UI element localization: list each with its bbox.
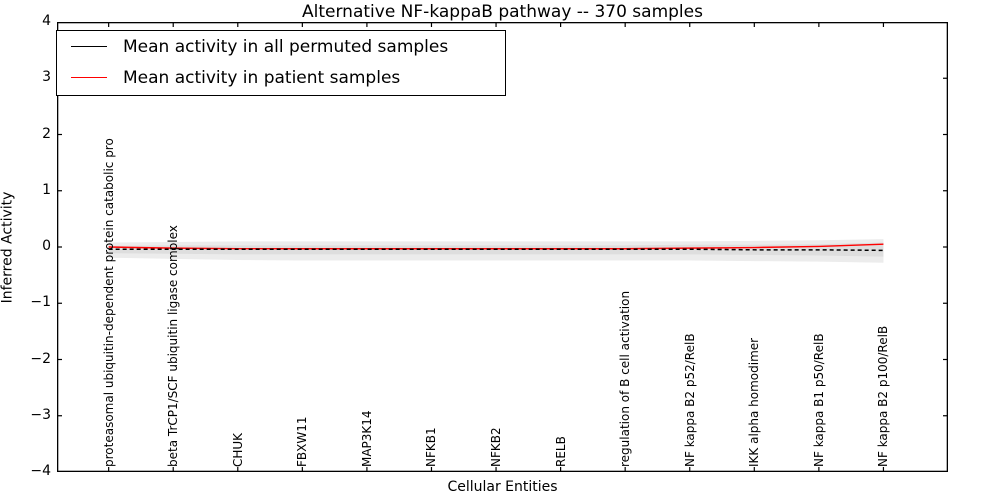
chart-title: Alternative NF-kappaB pathway -- 370 sam… bbox=[302, 2, 703, 22]
y-tick-label: −1 bbox=[30, 294, 51, 311]
legend-label: Mean activity in patient samples bbox=[123, 67, 401, 88]
axes-spines bbox=[57, 22, 948, 472]
x-tick-label: NF kappa B2 p52/RelB bbox=[682, 333, 697, 467]
x-tick-label: FBXW11 bbox=[295, 416, 310, 468]
legend-line-sample bbox=[71, 77, 107, 78]
x-tick-label: NF kappa B1 p50/RelB bbox=[811, 333, 826, 467]
x-tick-label: CHUK bbox=[230, 432, 245, 467]
x-tick-label: IKK alpha homodimer bbox=[747, 337, 762, 467]
x-tick-label: RELB bbox=[553, 436, 568, 467]
y-tick-label: −2 bbox=[30, 350, 51, 367]
x-tick-label: NFKB1 bbox=[424, 427, 439, 467]
y-tick-label: 0 bbox=[42, 238, 51, 254]
y-tick-label: −4 bbox=[30, 463, 51, 479]
legend-item: Mean activity in patient samples bbox=[57, 62, 505, 93]
legend-label: Mean activity in all permuted samples bbox=[123, 36, 449, 57]
x-tick-label: NF kappa B2 p100/RelB bbox=[876, 325, 891, 467]
x-tick-label: NFKB2 bbox=[489, 427, 504, 467]
x-tick-label: regulation of B cell activation bbox=[618, 290, 633, 467]
legend-line-sample bbox=[71, 46, 107, 47]
x-tick-label: beta TrCP1/SCF ubiquitin ligase complex bbox=[166, 225, 181, 467]
x-axis-label: Cellular Entities bbox=[447, 479, 558, 495]
plot-area bbox=[57, 22, 948, 472]
y-tick-label: 2 bbox=[42, 125, 51, 142]
legend-item: Mean activity in all permuted samples bbox=[57, 31, 505, 62]
series-line-0 bbox=[108, 248, 884, 252]
y-tick-label: 3 bbox=[42, 69, 51, 86]
y-tick-label: −3 bbox=[30, 406, 51, 423]
x-tick-label: proteasomal ubiquitin-dependent protein … bbox=[101, 138, 116, 467]
plot-canvas bbox=[57, 22, 948, 472]
y-tick-label: 4 bbox=[42, 13, 51, 29]
legend: Mean activity in all permuted samples Mea… bbox=[56, 30, 506, 96]
x-tick-label: MAP3K14 bbox=[359, 410, 374, 467]
y-tick-label: 1 bbox=[42, 181, 51, 198]
